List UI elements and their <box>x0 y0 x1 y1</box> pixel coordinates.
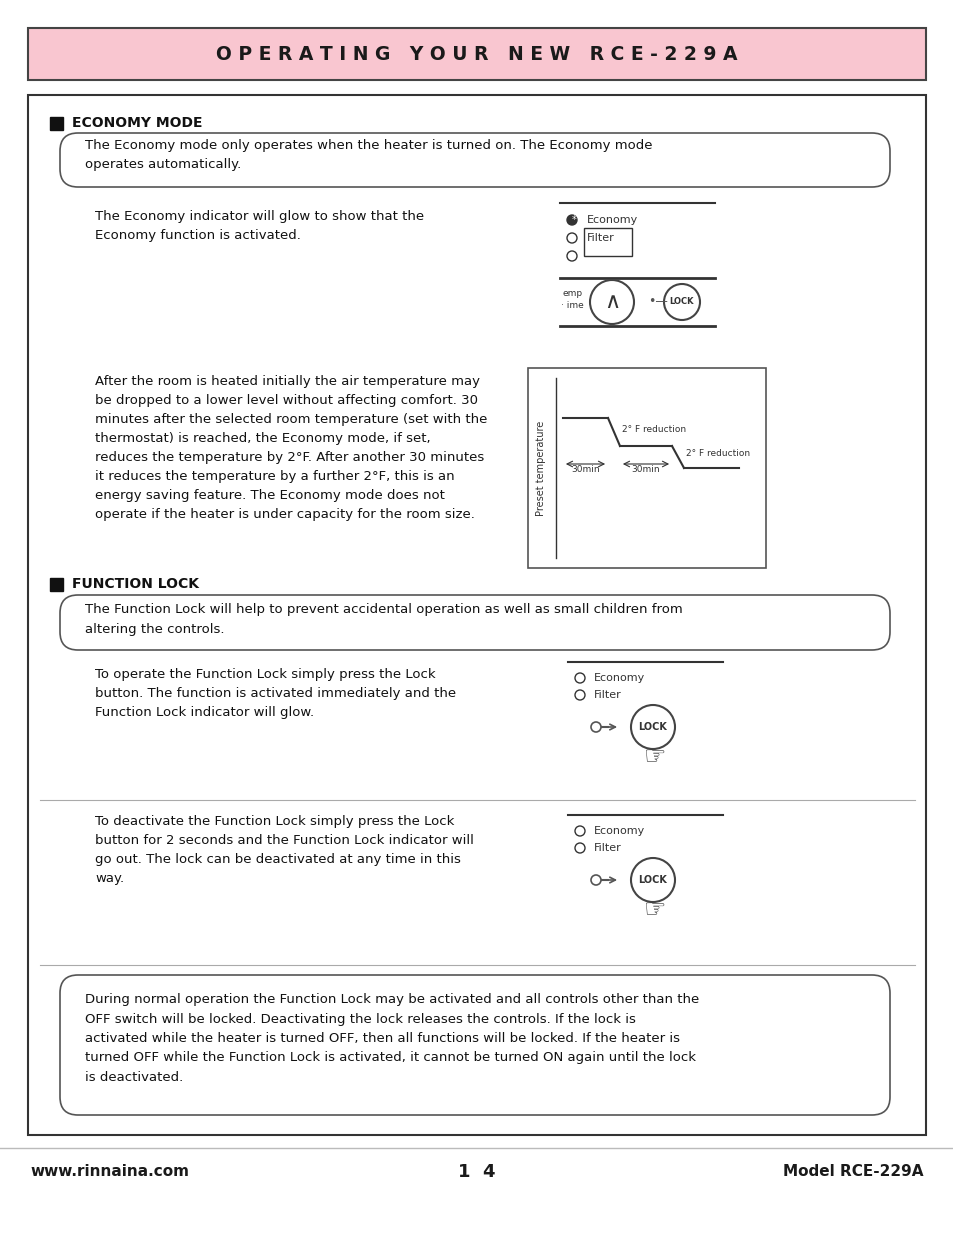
Text: 2° F reduction: 2° F reduction <box>685 450 749 458</box>
Bar <box>50 578 63 592</box>
Text: 2° F reduction: 2° F reduction <box>621 425 685 433</box>
Text: www.rinnaina.com: www.rinnaina.com <box>30 1165 189 1179</box>
Circle shape <box>575 844 584 853</box>
Text: Economy: Economy <box>586 215 638 225</box>
Text: Filter: Filter <box>586 233 614 243</box>
Bar <box>28 28 925 80</box>
Text: During normal operation the Function Lock may be activated and all controls othe: During normal operation the Function Loc… <box>85 993 699 1084</box>
Text: 30min: 30min <box>571 466 599 474</box>
Circle shape <box>590 876 600 885</box>
Bar <box>28 95 925 1135</box>
Text: ☞: ☞ <box>643 745 665 769</box>
Circle shape <box>566 215 577 225</box>
Text: The Economy mode only operates when the heater is turned on. The Economy mode
op: The Economy mode only operates when the … <box>85 140 652 170</box>
Text: •—: •— <box>647 295 667 309</box>
FancyBboxPatch shape <box>60 595 889 650</box>
Bar <box>527 368 765 568</box>
Text: Preset temperature: Preset temperature <box>536 420 545 516</box>
Circle shape <box>575 826 584 836</box>
Text: LOCK: LOCK <box>638 876 667 885</box>
Text: emp: emp <box>562 289 582 299</box>
Text: ☞: ☞ <box>643 898 665 923</box>
Text: LOCK: LOCK <box>669 298 694 306</box>
Text: To deactivate the Function Lock simply press the Lock
button for 2 seconds and t: To deactivate the Function Lock simply p… <box>95 815 474 885</box>
Text: The Function Lock will help to prevent accidental operation as well as small chi: The Function Lock will help to prevent a… <box>85 604 682 636</box>
FancyBboxPatch shape <box>60 133 889 186</box>
Text: Filter: Filter <box>594 844 621 853</box>
Text: ∧: ∧ <box>603 291 619 312</box>
Bar <box>50 117 63 130</box>
Circle shape <box>575 673 584 683</box>
Bar <box>583 228 631 256</box>
Text: LOCK: LOCK <box>638 722 667 732</box>
Circle shape <box>566 233 577 243</box>
Text: Filter: Filter <box>594 690 621 700</box>
Text: ECONOMY MODE: ECONOMY MODE <box>71 116 202 130</box>
Text: 1  4: 1 4 <box>457 1163 496 1181</box>
Text: 30min: 30min <box>631 466 659 474</box>
FancyBboxPatch shape <box>60 974 889 1115</box>
Text: Model RCE-229A: Model RCE-229A <box>782 1165 923 1179</box>
Text: *: * <box>571 215 576 225</box>
Circle shape <box>630 858 675 902</box>
Circle shape <box>590 722 600 732</box>
Circle shape <box>575 690 584 700</box>
Circle shape <box>630 705 675 748</box>
Circle shape <box>566 251 577 261</box>
Text: · ime: · ime <box>560 301 583 310</box>
Circle shape <box>663 284 700 320</box>
Text: O P E R A T I N G   Y O U R   N E W   R C E - 2 2 9 A: O P E R A T I N G Y O U R N E W R C E - … <box>216 44 737 63</box>
Text: After the room is heated initially the air temperature may
be dropped to a lower: After the room is heated initially the a… <box>95 375 487 521</box>
Text: Economy: Economy <box>594 673 644 683</box>
Text: Economy: Economy <box>594 826 644 836</box>
Text: To operate the Function Lock simply press the Lock
button. The function is activ: To operate the Function Lock simply pres… <box>95 668 456 719</box>
Circle shape <box>589 280 634 324</box>
Text: FUNCTION LOCK: FUNCTION LOCK <box>71 577 199 592</box>
Text: The Economy indicator will glow to show that the
Economy function is activated.: The Economy indicator will glow to show … <box>95 210 424 242</box>
